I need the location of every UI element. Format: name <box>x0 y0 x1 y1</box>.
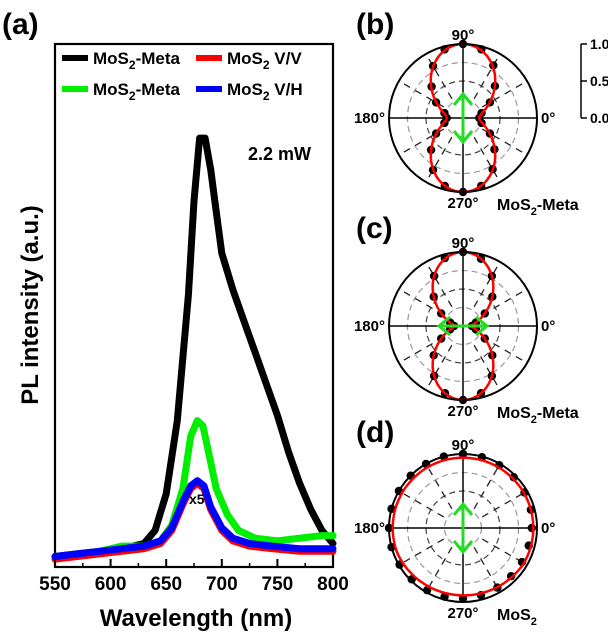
legend-label-2-suffix: -Meta <box>136 80 181 99</box>
legend-label-0-prefix: MoS <box>93 49 129 68</box>
legend-label-0-suffix: -Meta <box>136 49 181 68</box>
x-tick-label-1: 600 <box>95 574 127 595</box>
x-tick-label-4: 750 <box>262 574 294 595</box>
panel-c-polar: (c) 90° 180° 270° 0° MoS2-Meta <box>354 212 579 426</box>
polar-grid-spoke <box>425 136 453 183</box>
legend-label-1-prefix: MoS <box>227 49 263 68</box>
polarization-arrow-head-top <box>452 501 474 516</box>
polar-grid-spoke <box>398 80 445 108</box>
sample-label: MoS2 <box>497 607 537 628</box>
polar-grid-spoke <box>425 463 453 510</box>
angle-label-270: 270° <box>447 195 478 212</box>
angle-label-270: 270° <box>447 605 478 622</box>
x-tick-label-2: 650 <box>150 574 182 595</box>
angle-label-0: 0° <box>541 110 555 127</box>
panel-b-label: (b) <box>356 8 394 41</box>
legend-label-2-subscript: 2 <box>129 89 136 103</box>
legend-label-1-subscript: 2 <box>263 58 270 72</box>
polar-outer-circle <box>388 251 538 401</box>
angle-label-180: 180° <box>354 318 385 335</box>
legend-label-2: MoS2-Meta <box>93 80 181 103</box>
panel-a-pl-spectra: (a) 550 600 650 700 750 800 Wavelength (nm) P… <box>2 8 349 632</box>
polar-grid-spoke <box>398 336 445 364</box>
sample-label-subscript: 2 <box>531 206 537 218</box>
scale-note: x5 <box>189 491 205 507</box>
polar-grid-spoke <box>425 344 453 391</box>
fit-curve <box>429 42 497 194</box>
polarization-arrow-head-bottom <box>452 130 474 145</box>
spectrum-line-3 <box>51 477 337 560</box>
panel-d-label: (d) <box>356 416 394 449</box>
sample-label-suffix: -Meta <box>537 405 579 422</box>
sample-label-suffix: -Meta <box>537 197 579 214</box>
panel-b-polar: (b) 90° 180° 270° 0° MoS2-Meta 1.0 0.5 0.0 <box>354 8 608 218</box>
legend-label-1-suffix: V/V <box>270 49 303 68</box>
panel-a-x-ticks: 550 600 650 700 750 800 <box>39 559 349 595</box>
polar-grid-spoke <box>473 463 501 510</box>
legend-label-0: MoS2-Meta <box>93 49 181 72</box>
x-tick-label-3: 700 <box>206 574 238 595</box>
sample-label: MoS2-Meta <box>497 405 579 426</box>
sample-label-prefix: MoS <box>497 607 531 624</box>
polar-grid-spoke <box>473 136 501 183</box>
polar-grid-spoke <box>398 538 445 566</box>
sample-label-prefix: MoS <box>497 405 531 422</box>
angle-label-90: 90° <box>452 235 475 252</box>
polar-grid-spoke <box>481 80 528 108</box>
polar-grid-spoke <box>481 288 528 316</box>
angle-label-180: 180° <box>354 520 385 537</box>
legend-label-3-suffix: V/H <box>270 80 303 99</box>
legend-label-3-subscript: 2 <box>263 89 270 103</box>
radial-tick-label-0: 1.0 <box>590 36 608 52</box>
polar-grid-spoke <box>473 53 501 100</box>
legend-label-3-prefix: MoS <box>227 80 263 99</box>
polar-outer-circle <box>388 43 538 193</box>
sample-label-subscript: 2 <box>531 616 537 628</box>
panel-c-label: (c) <box>356 212 393 245</box>
angle-label-0: 0° <box>541 318 555 335</box>
legend-label-1: MoS2 V/V <box>227 49 302 72</box>
panel-d-polar: (d) 90°180°270°0°MoS2 <box>354 416 555 628</box>
polar-grid-spoke <box>398 128 445 156</box>
polar-grid-spoke <box>481 128 528 156</box>
polar-grid-spoke <box>425 53 453 100</box>
polarization-arrow-head-left <box>436 315 451 337</box>
y-axis-title: PL intensity (a.u.) <box>17 205 44 405</box>
radial-tick-label-1: 0.5 <box>590 73 608 89</box>
polar-grid-spoke <box>473 344 501 391</box>
angle-label-270: 270° <box>447 403 478 420</box>
legend-label-0-subscript: 2 <box>129 58 136 72</box>
polar-grid-spoke <box>425 261 453 308</box>
polar-grid-spoke <box>481 336 528 364</box>
polar-grid-spoke <box>425 546 453 593</box>
polarization-arrow-head-right <box>475 315 490 337</box>
fit-curve <box>391 456 535 597</box>
panel-a-series-group <box>51 134 337 563</box>
legend-label-3: MoS2 V/H <box>227 80 303 103</box>
polar-grid-spoke <box>398 490 445 518</box>
angle-label-90: 90° <box>452 437 475 454</box>
polar-outer-circle <box>388 453 538 603</box>
polar-grid-spoke <box>481 490 528 518</box>
radial-tick-label-2: 0.0 <box>590 110 608 126</box>
power-annotation: 2.2 mW <box>248 144 311 164</box>
angle-label-180: 180° <box>354 110 385 127</box>
polarization-arrow-head-top <box>452 91 474 106</box>
polar-grid-spoke <box>473 261 501 308</box>
polar-grid-spoke <box>398 288 445 316</box>
x-axis-title: Wavelength (nm) <box>100 605 292 632</box>
x-tick-label-0: 550 <box>39 574 71 595</box>
polarization-arrow-head-bottom <box>452 540 474 555</box>
sample-label-subscript: 2 <box>531 414 537 426</box>
legend-label-2-prefix: MoS <box>93 80 129 99</box>
panel-a-label: (a) <box>2 8 39 41</box>
data-point-0 <box>527 523 537 533</box>
angle-label-90: 90° <box>452 27 475 44</box>
sample-label-prefix: MoS <box>497 197 531 214</box>
sample-label: MoS2-Meta <box>497 197 579 218</box>
angle-label-0: 0° <box>541 520 555 537</box>
x-tick-label-5: 800 <box>317 574 349 595</box>
